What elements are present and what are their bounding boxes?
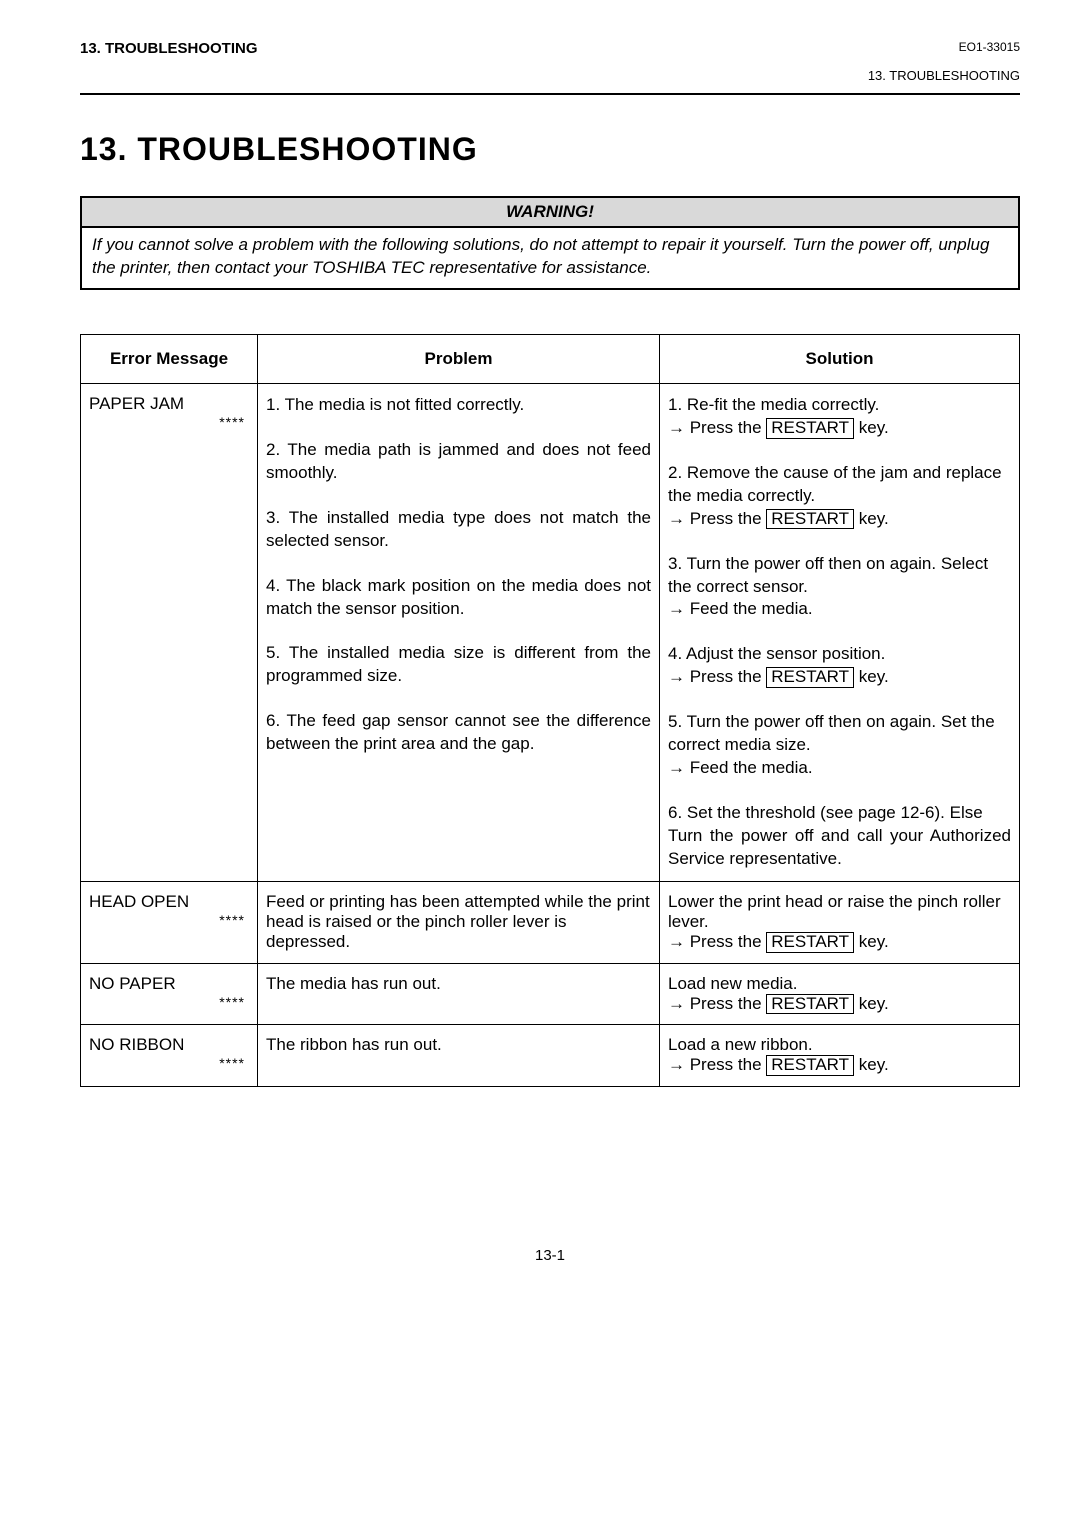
solution-item: 6. Set the threshold (see page 12-6). El… xyxy=(668,802,1011,871)
solution-action-prefix: → Press the xyxy=(668,667,766,686)
header-right-sub: 13. TROUBLESHOOTING xyxy=(868,68,1020,83)
error-cell: PAPER JAM **** xyxy=(81,383,258,881)
table-row: HEAD OPEN **** Feed or printing has been… xyxy=(81,881,1020,963)
restart-key: RESTART xyxy=(766,509,854,530)
problem-item: 3. The installed media type does not mat… xyxy=(266,507,651,553)
error-name: NO RIBBON xyxy=(89,1035,184,1054)
solution-action-prefix: → Press the xyxy=(668,418,766,437)
table-header-row: Error Message Problem Solution xyxy=(81,334,1020,383)
solution-pre: Load a new ribbon. xyxy=(668,1035,813,1054)
problem-cell: 1. The media is not fitted correctly. 2.… xyxy=(258,383,660,881)
warning-label: WARNING! xyxy=(82,198,1018,228)
solution-item: 1. Re-fit the media correctly. → Press t… xyxy=(668,394,1011,440)
table-row: NO RIBBON **** The ribbon has run out. L… xyxy=(81,1025,1020,1087)
solution-action-prefix: → Press the xyxy=(668,932,766,951)
col-header-solution: Solution xyxy=(660,334,1020,383)
solution-action-suffix: key. xyxy=(854,932,889,951)
solution-extra: Turn the power off and call your Authori… xyxy=(668,826,1011,868)
problem-cell: The media has run out. xyxy=(258,963,660,1025)
solution-pre: 3. Turn the power off then on again. Sel… xyxy=(668,554,988,596)
solution-item: 4. Adjust the sensor position. → Press t… xyxy=(668,643,1011,689)
restart-key: RESTART xyxy=(766,932,854,953)
solution-action-suffix: key. xyxy=(854,509,889,528)
error-cell: NO RIBBON **** xyxy=(81,1025,258,1087)
page-header: 13. TROUBLESHOOTING EO1-33015 13. TROUBL… xyxy=(80,40,1020,83)
page-footer: 13-1 xyxy=(80,1247,1020,1264)
solution-cell: 1. Re-fit the media correctly. → Press t… xyxy=(660,383,1020,881)
header-rule xyxy=(80,93,1020,95)
solution-item: 5. Turn the power off then on again. Set… xyxy=(668,711,1011,780)
solution-item: 2. Remove the cause of the jam and repla… xyxy=(668,462,1011,531)
solution-action: → Feed the media. xyxy=(668,599,813,618)
problem-item: 5. The installed media size is different… xyxy=(266,642,651,688)
error-cell: NO PAPER **** xyxy=(81,963,258,1025)
solution-pre: 5. Turn the power off then on again. Set… xyxy=(668,712,995,754)
col-header-error: Error Message xyxy=(81,334,258,383)
restart-key: RESTART xyxy=(766,994,854,1015)
page: 13. TROUBLESHOOTING EO1-33015 13. TROUBL… xyxy=(0,0,1080,1304)
header-right: EO1-33015 13. TROUBLESHOOTING xyxy=(868,40,1020,83)
col-header-problem: Problem xyxy=(258,334,660,383)
solution-cell: Load a new ribbon. → Press the RESTART k… xyxy=(660,1025,1020,1087)
solution-pre: 1. Re-fit the media correctly. xyxy=(668,395,879,414)
solution-action-suffix: key. xyxy=(854,418,889,437)
restart-key: RESTART xyxy=(766,1055,854,1076)
table-row: NO PAPER **** The media has run out. Loa… xyxy=(81,963,1020,1025)
error-name: NO PAPER xyxy=(89,974,176,993)
restart-key: RESTART xyxy=(766,418,854,439)
table-row: PAPER JAM **** 1. The media is not fitte… xyxy=(81,383,1020,881)
troubleshooting-table: Error Message Problem Solution PAPER JAM… xyxy=(80,334,1020,1087)
solution-pre: 6. Set the threshold (see page 12-6). El… xyxy=(668,803,983,822)
error-stars: **** xyxy=(89,994,249,1010)
solution-action-suffix: key. xyxy=(854,667,889,686)
solution-action: → Feed the media. xyxy=(668,758,813,777)
page-title: 13. TROUBLESHOOTING xyxy=(80,131,1020,168)
problem-cell: Feed or printing has been attempted whil… xyxy=(258,881,660,963)
error-stars: **** xyxy=(89,414,249,430)
problem-item: 2. The media path is jammed and does not… xyxy=(266,439,651,485)
solution-action-suffix: key. xyxy=(854,1055,889,1074)
error-name: PAPER JAM xyxy=(89,394,184,413)
solution-action-suffix: key. xyxy=(854,994,889,1013)
header-left: 13. TROUBLESHOOTING xyxy=(80,40,258,57)
error-stars: **** xyxy=(89,1055,249,1071)
solution-pre: Load new media. xyxy=(668,974,797,993)
restart-key: RESTART xyxy=(766,667,854,688)
solution-action-prefix: → Press the xyxy=(668,1055,766,1074)
solution-item: 3. Turn the power off then on again. Sel… xyxy=(668,553,1011,622)
problem-item: 1. The media is not fitted correctly. xyxy=(266,394,651,417)
error-stars: **** xyxy=(89,912,249,928)
solution-pre: Lower the print head or raise the pinch … xyxy=(668,892,1001,931)
problem-item: 6. The feed gap sensor cannot see the di… xyxy=(266,710,651,756)
error-cell: HEAD OPEN **** xyxy=(81,881,258,963)
solution-cell: Load new media. → Press the RESTART key. xyxy=(660,963,1020,1025)
doc-code: EO1-33015 xyxy=(868,40,1020,54)
solution-pre: 2. Remove the cause of the jam and repla… xyxy=(668,463,1002,505)
error-name: HEAD OPEN xyxy=(89,892,189,911)
solution-pre: 4. Adjust the sensor position. xyxy=(668,644,885,663)
solution-cell: Lower the print head or raise the pinch … xyxy=(660,881,1020,963)
solution-action-prefix: → Press the xyxy=(668,509,766,528)
problem-cell: The ribbon has run out. xyxy=(258,1025,660,1087)
solution-action-prefix: → Press the xyxy=(668,994,766,1013)
warning-body: If you cannot solve a problem with the f… xyxy=(82,228,1018,288)
problem-item: 4. The black mark position on the media … xyxy=(266,575,651,621)
warning-box: WARNING! If you cannot solve a problem w… xyxy=(80,196,1020,290)
